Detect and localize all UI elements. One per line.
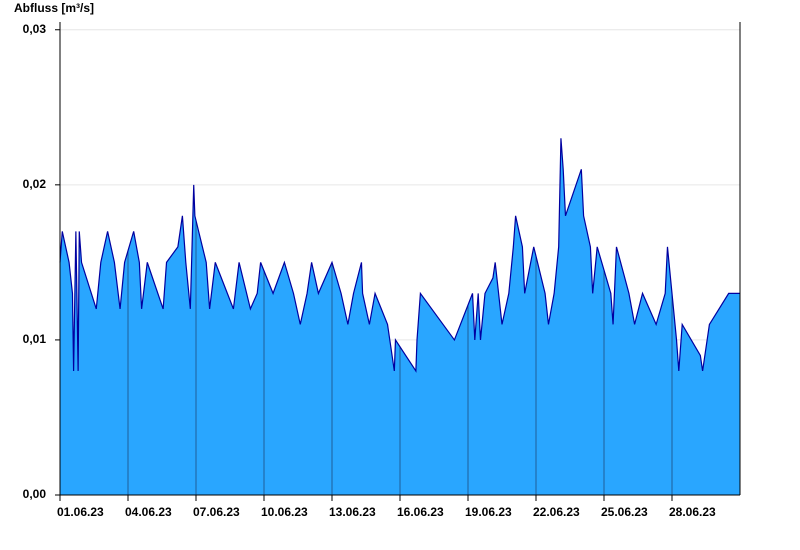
x-tick-label: 07.06.23 [193, 505, 240, 519]
y-tick-label: 0,03 [23, 22, 47, 36]
y-tick-label: 0,02 [23, 177, 47, 191]
x-tick-label: 13.06.23 [329, 505, 376, 519]
y-tick-label: 0,00 [23, 487, 47, 501]
x-tick-label: 22.06.23 [533, 505, 580, 519]
x-tick-label: 25.06.23 [601, 505, 648, 519]
y-tick-label: 0,01 [23, 332, 47, 346]
x-tick-label: 28.06.23 [669, 505, 716, 519]
area [60, 138, 740, 495]
x-tick-label: 01.06.23 [57, 505, 104, 519]
chart-title: Abfluss [m³/s] [14, 1, 94, 15]
line [59, 138, 740, 373]
x-tick-label: 19.06.23 [465, 505, 512, 519]
x-tick-label: 16.06.23 [397, 505, 444, 519]
x-tick-label: 10.06.23 [261, 505, 308, 519]
x-tick-label: 04.06.23 [125, 505, 172, 519]
